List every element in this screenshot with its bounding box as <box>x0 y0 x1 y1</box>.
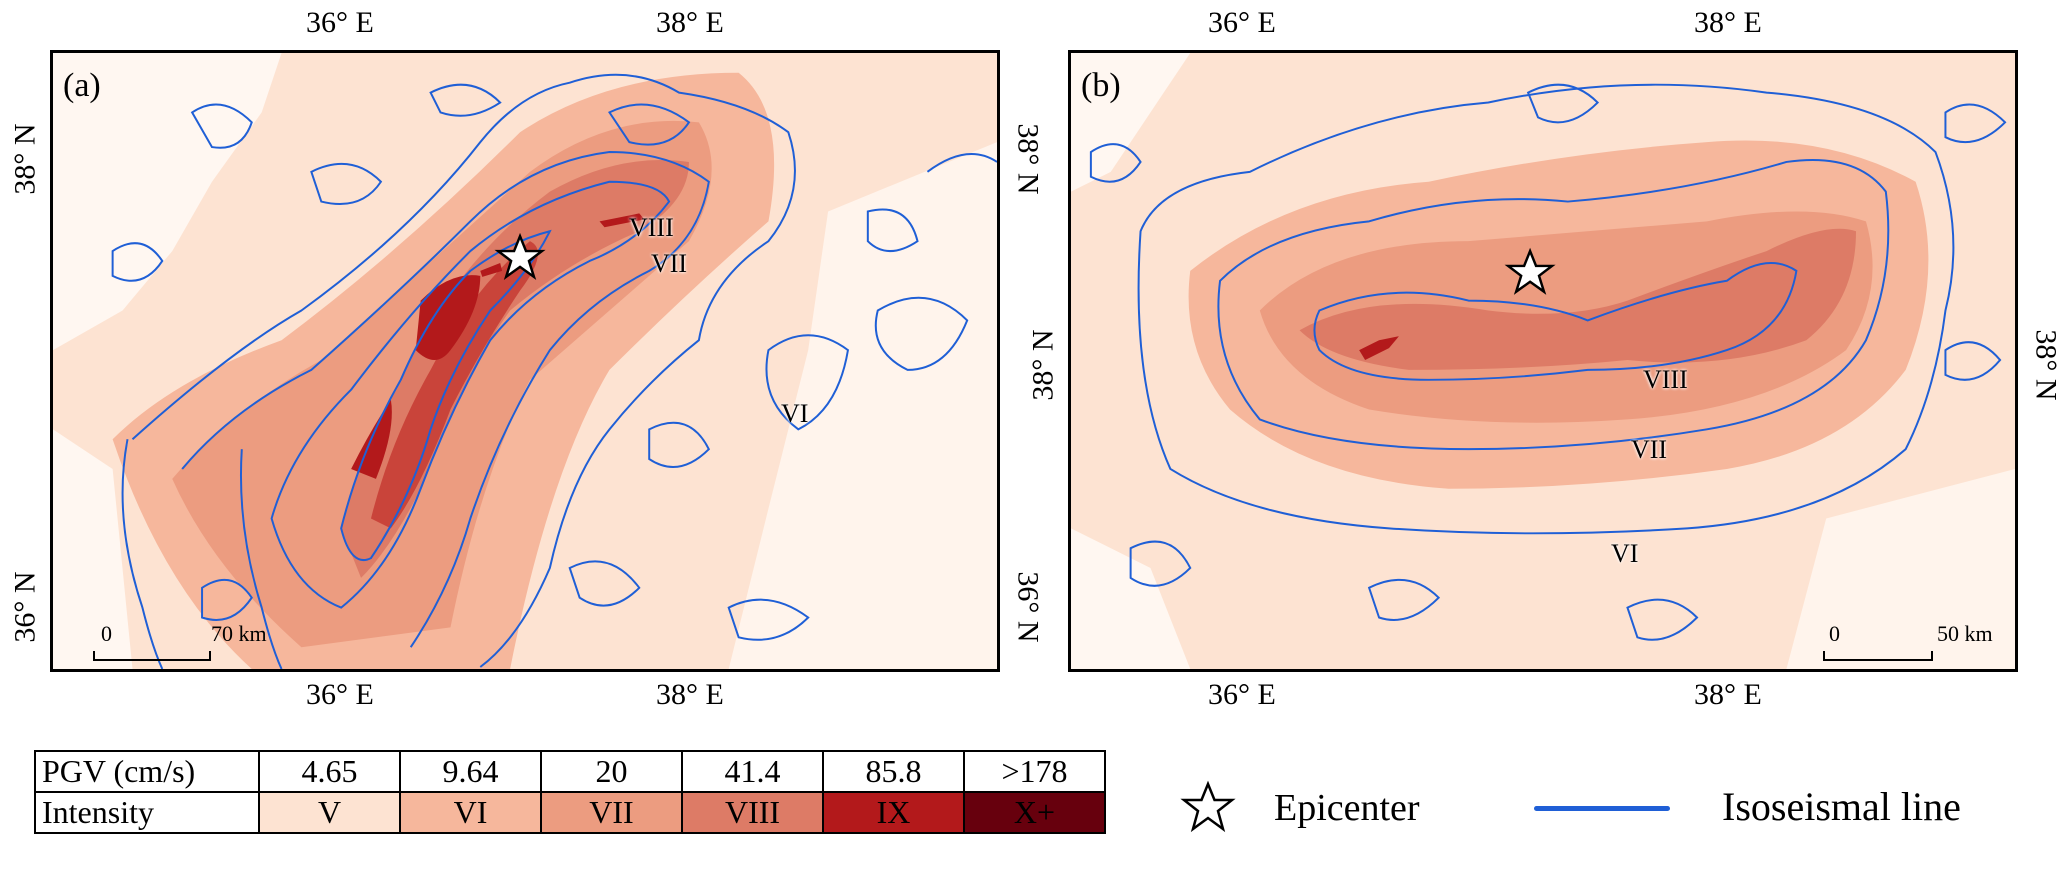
iso-label-vi-a: VI <box>781 399 809 428</box>
scale-bar-a <box>93 659 211 661</box>
pgv-value: 41.4 <box>681 750 824 793</box>
intensity-swatch: VI <box>399 791 542 834</box>
panel-b-top-tick-36: 36° E <box>1208 6 1276 39</box>
panel-a-right-tick-36: 36° N <box>1011 571 1045 643</box>
epicenter-star-icon <box>1180 780 1236 833</box>
pgv-row-header: PGV (cm/s) <box>34 750 260 793</box>
panel-a-bottom-tick-36: 36° E <box>306 678 374 711</box>
scale-end-b: 50 km <box>1937 621 1993 646</box>
panel-a-right-tick-38: 38° N <box>1011 123 1045 195</box>
intensity-swatch: X+ <box>963 791 1106 834</box>
panel-a-left-tick-36: 36° N <box>8 571 42 643</box>
map-panel-a: (a) VIII VII VI 0 70 km <box>50 50 1000 672</box>
intensity-swatch: VIII <box>681 791 824 834</box>
intensity-legend-table: PGV (cm/s) 4.65 9.64 20 41.4 85.8 >178 I… <box>34 750 1106 834</box>
scale-bar-b <box>1823 659 1933 661</box>
panel-b-bottom-tick-38: 38° E <box>1694 678 1762 711</box>
scale-tick-left-a <box>93 651 95 661</box>
intensity-swatch: VII <box>540 791 683 834</box>
pgv-value: 20 <box>540 750 683 793</box>
isoseismal-legend-label: Isoseismal line <box>1722 784 1961 829</box>
pgv-value: 85.8 <box>822 750 965 793</box>
isoseismal-line-icon <box>1534 806 1670 811</box>
panel-b-right-tick-38: 38° N <box>2029 329 2063 401</box>
intensity-swatch: IX <box>822 791 965 834</box>
iso-label-viii-a: VIII <box>629 213 674 242</box>
intensity-row-header: Intensity <box>34 791 260 834</box>
panel-b-top-tick-38: 38° E <box>1694 6 1762 39</box>
scale-start-a: 0 <box>101 621 112 646</box>
scale-start-b: 0 <box>1829 621 1840 646</box>
scale-tick-right-a <box>209 651 211 661</box>
pgv-value: >178 <box>963 750 1106 793</box>
panel-b-left-tick-38: 38° N <box>1026 329 1060 401</box>
intensity-row: Intensity V VI VII VIII IX X+ <box>34 791 1106 834</box>
intensity-map-a <box>53 53 997 669</box>
panel-b-bottom-tick-36: 36° E <box>1208 678 1276 711</box>
scale-tick-right-b <box>1931 651 1933 661</box>
iso-label-vii-b: VII <box>1631 435 1668 464</box>
panel-b-label: (b) <box>1081 67 1121 104</box>
epicenter-legend-label: Epicenter <box>1274 787 1420 829</box>
scale-end-a: 70 km <box>211 621 267 646</box>
panel-a-top-tick-36: 36° E <box>306 6 374 39</box>
scale-tick-left-b <box>1823 651 1825 661</box>
epicenter-star-a <box>494 232 546 280</box>
iso-label-vi-b: VI <box>1611 539 1639 568</box>
panel-a-label: (a) <box>63 67 101 104</box>
panel-a-left-tick-38: 38° N <box>8 123 42 195</box>
iso-label-viii-b: VIII <box>1643 365 1688 394</box>
panel-a-top-tick-38: 38° E <box>656 6 724 39</box>
panel-a-bottom-tick-38: 38° E <box>656 678 724 711</box>
pgv-value: 9.64 <box>399 750 542 793</box>
epicenter-star-b <box>1504 247 1556 295</box>
pgv-row: PGV (cm/s) 4.65 9.64 20 41.4 85.8 >178 <box>34 750 1106 793</box>
pgv-value: 4.65 <box>258 750 401 793</box>
map-panel-b: (b) VIII VII VI 0 50 km <box>1068 50 2018 672</box>
intensity-swatch: V <box>258 791 401 834</box>
iso-label-vii-a: VII <box>651 249 688 278</box>
intensity-map-b <box>1071 53 2015 669</box>
